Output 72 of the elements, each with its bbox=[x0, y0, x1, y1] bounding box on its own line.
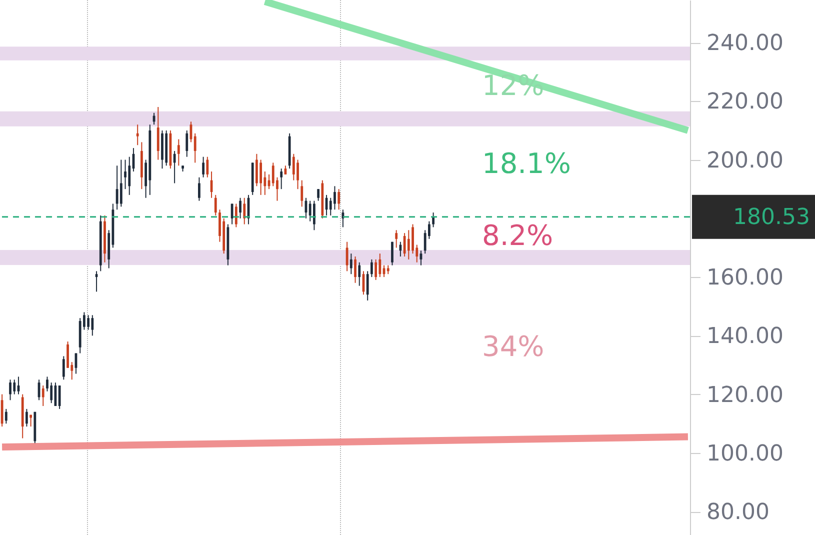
candlestick bbox=[296, 159, 299, 190]
candlestick bbox=[317, 188, 320, 202]
y-tick-label: 120.00 bbox=[706, 382, 784, 408]
candlestick bbox=[234, 203, 238, 228]
candlestick bbox=[214, 194, 217, 216]
y-tick-label: 80.00 bbox=[706, 500, 770, 526]
candlestick bbox=[370, 258, 373, 278]
candlestick bbox=[54, 382, 57, 407]
candlestick bbox=[395, 230, 398, 248]
candlestick bbox=[239, 197, 242, 219]
candlestick bbox=[399, 241, 402, 258]
candlestick bbox=[334, 186, 336, 210]
candlestick bbox=[194, 132, 196, 164]
candlestick bbox=[91, 314, 94, 336]
candlestick bbox=[358, 262, 361, 286]
candlestick bbox=[202, 156, 205, 178]
candlestick bbox=[342, 209, 344, 228]
candlestick bbox=[280, 168, 283, 190]
candlestick bbox=[62, 356, 65, 380]
y-tick-label: 100.00 bbox=[706, 441, 784, 466]
candlestick bbox=[66, 341, 69, 368]
candlestick bbox=[128, 156, 131, 196]
candlestick bbox=[116, 165, 118, 210]
candlestick bbox=[312, 200, 316, 231]
candlestick bbox=[412, 224, 414, 254]
candlestick bbox=[354, 256, 356, 284]
candlestick bbox=[432, 212, 435, 228]
candlestick bbox=[255, 153, 258, 187]
y-tick-label: 220.00 bbox=[706, 90, 784, 115]
candlestick bbox=[120, 159, 122, 208]
candlestick bbox=[292, 153, 295, 181]
y-tick-label: 200.00 bbox=[706, 148, 784, 174]
candlestick bbox=[206, 156, 209, 178]
candlestick bbox=[243, 197, 246, 225]
candlestick bbox=[58, 384, 61, 410]
candlestick bbox=[260, 159, 262, 196]
candlestick bbox=[407, 230, 410, 260]
annotation: 12% bbox=[482, 69, 544, 102]
candlestick bbox=[198, 176, 200, 202]
candlestick bbox=[346, 241, 348, 272]
candlestick bbox=[0, 394, 4, 428]
candlestick bbox=[300, 180, 304, 208]
candlestick bbox=[403, 232, 406, 258]
candlestick bbox=[42, 384, 44, 407]
candlestick bbox=[50, 382, 53, 404]
candlestick bbox=[177, 138, 180, 166]
candlestick bbox=[186, 130, 188, 158]
candlestick bbox=[230, 203, 234, 225]
candlestick bbox=[391, 241, 394, 266]
candlestick bbox=[4, 408, 8, 424]
annotation: 34% bbox=[482, 330, 544, 363]
candlestick bbox=[173, 150, 176, 184]
annotation: 18.1% bbox=[482, 147, 571, 180]
candlestick bbox=[338, 188, 340, 210]
candlestick bbox=[366, 270, 369, 301]
ref-line-label: 180.53 bbox=[733, 204, 810, 230]
candlestick bbox=[156, 106, 160, 160]
candlestick bbox=[13, 379, 16, 395]
candlestick bbox=[374, 258, 378, 280]
candlestick bbox=[136, 124, 139, 146]
candlestick bbox=[25, 408, 28, 428]
candlestick bbox=[124, 159, 126, 190]
y-tick-label: 240.00 bbox=[706, 31, 784, 56]
y-tick-label: 140.00 bbox=[706, 324, 784, 350]
candlestick bbox=[87, 314, 90, 330]
candlestick bbox=[378, 253, 382, 278]
y-tick-label: 160.00 bbox=[706, 266, 784, 291]
candlestick bbox=[350, 253, 352, 275]
candlestick bbox=[9, 379, 12, 401]
candlestick bbox=[308, 200, 312, 222]
candlestick bbox=[272, 162, 274, 187]
annotation: 8.2% bbox=[482, 219, 554, 252]
